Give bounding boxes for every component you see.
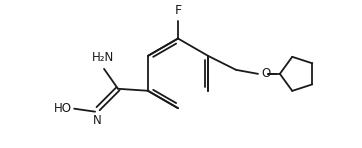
Text: N: N [93, 114, 101, 127]
Text: O: O [261, 67, 270, 80]
Text: HO: HO [54, 102, 72, 115]
Text: H₂N: H₂N [92, 51, 114, 64]
Text: F: F [175, 4, 182, 17]
